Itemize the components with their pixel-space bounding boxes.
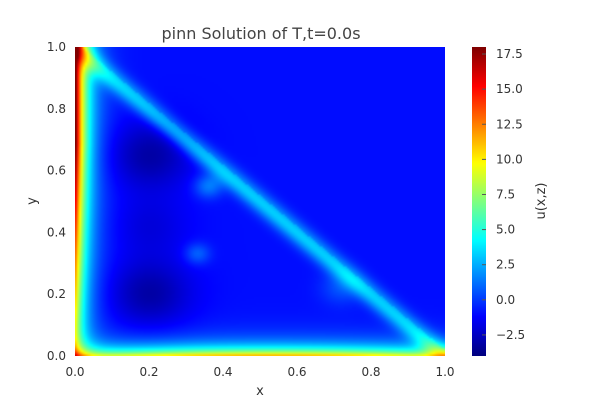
- y-axis-label: y: [25, 197, 40, 205]
- y-tick-label: 0.6: [47, 164, 66, 178]
- colorbar: −2.5 0.0 2.5 5.0 7.5 10.0 12.5 15.0 17.5: [472, 47, 525, 356]
- colorbar-tick-label: 7.5: [496, 187, 515, 201]
- colorbar-label: u(x,z): [534, 182, 549, 219]
- y-tick-label: 0.8: [47, 102, 66, 116]
- x-tick-label: 1.0: [435, 365, 454, 379]
- colorbar-tick-label: 2.5: [496, 258, 515, 272]
- y-tick-label: 0.2: [47, 287, 66, 301]
- colorbar-tick-label: −2.5: [496, 328, 525, 342]
- x-tick-label: 0.2: [139, 365, 158, 379]
- x-tick-label: 0.6: [287, 365, 306, 379]
- colorbar-tick-label: 15.0: [496, 82, 523, 96]
- colorbar-tick-label: 12.5: [496, 117, 523, 131]
- chart-title: pinn Solution of T,t=0.0s: [161, 24, 360, 43]
- colorbar-tick-label: 17.5: [496, 47, 523, 61]
- colorbar-ticks: −2.5 0.0 2.5 5.0 7.5 10.0 12.5 15.0 17.5: [482, 47, 525, 342]
- colorbar-tick-label: 5.0: [496, 223, 515, 237]
- x-tick-label: 0.0: [65, 365, 84, 379]
- x-tick-label: 0.8: [361, 365, 380, 379]
- y-axis-ticks: 0.0 0.2 0.4 0.6 0.8 1.0: [47, 40, 66, 363]
- colorbar-tick-label: 10.0: [496, 152, 523, 166]
- y-tick-label: 0.4: [47, 225, 66, 239]
- heatmap-image: [75, 47, 445, 356]
- x-axis-label: x: [256, 384, 264, 399]
- y-tick-label: 1.0: [47, 40, 66, 54]
- colorbar-gradient: [472, 47, 486, 356]
- x-axis-ticks: 0.0 0.2 0.4 0.6 0.8 1.0: [65, 365, 454, 379]
- colorbar-tick-label: 0.0: [496, 293, 515, 307]
- x-tick-label: 0.4: [213, 365, 232, 379]
- heatmap-plot: [75, 47, 445, 356]
- y-tick-label: 0.0: [47, 349, 66, 363]
